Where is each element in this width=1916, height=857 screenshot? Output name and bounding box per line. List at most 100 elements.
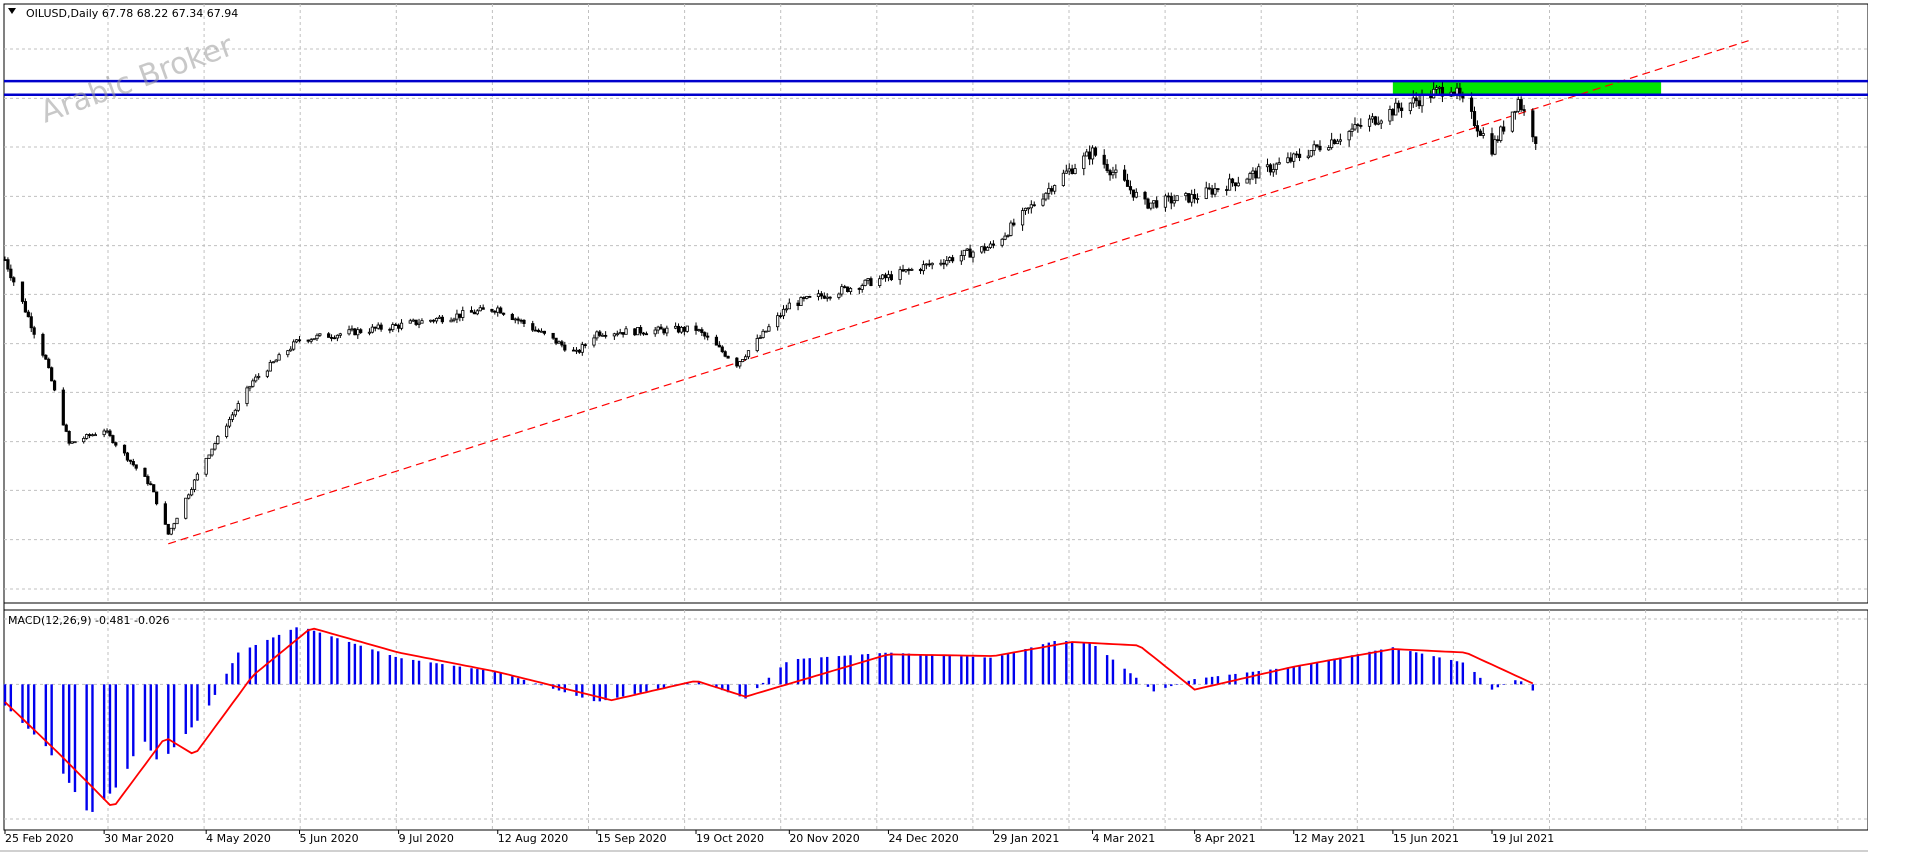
macd-bar bbox=[1269, 669, 1272, 685]
candle bbox=[195, 472, 200, 481]
macd-pane[interactable]: 3.70.00-7.627 bbox=[3, 609, 1911, 831]
macd-bar bbox=[1333, 658, 1336, 685]
macd-bar bbox=[796, 658, 800, 685]
candle bbox=[866, 278, 870, 285]
candle bbox=[735, 357, 739, 368]
macd-bar bbox=[85, 684, 88, 811]
candle bbox=[641, 331, 646, 336]
candle bbox=[1102, 149, 1106, 169]
candle bbox=[1335, 138, 1340, 145]
candle-body bbox=[1236, 182, 1240, 187]
candle-body bbox=[1233, 182, 1238, 187]
candle bbox=[863, 279, 867, 287]
candle-body bbox=[1131, 189, 1135, 198]
candle-body bbox=[195, 473, 200, 481]
candle bbox=[47, 357, 51, 369]
macd-bar bbox=[516, 678, 520, 685]
candle-body bbox=[869, 278, 873, 287]
candle bbox=[939, 259, 943, 267]
candle bbox=[624, 326, 628, 335]
candle bbox=[1111, 166, 1115, 179]
macd-bar bbox=[1135, 677, 1138, 685]
candle bbox=[1394, 98, 1398, 116]
candle-body bbox=[1295, 153, 1299, 156]
candle bbox=[50, 366, 54, 382]
macd-bar bbox=[295, 627, 298, 685]
candle bbox=[1493, 135, 1497, 156]
candle-body bbox=[1093, 147, 1098, 156]
dropdown-icon[interactable] bbox=[8, 8, 16, 14]
candle bbox=[551, 332, 555, 340]
candle-body bbox=[1193, 194, 1197, 200]
macd-bar bbox=[167, 684, 170, 754]
candle-body bbox=[694, 325, 698, 331]
candle-body bbox=[557, 341, 561, 344]
candle bbox=[1213, 182, 1217, 198]
candle bbox=[571, 347, 576, 352]
candle bbox=[458, 313, 462, 322]
candle-body bbox=[921, 264, 926, 272]
candle-body bbox=[1277, 162, 1281, 165]
candle-body bbox=[536, 329, 541, 333]
candle bbox=[1128, 180, 1133, 195]
candle bbox=[149, 481, 153, 486]
candle bbox=[475, 309, 479, 316]
macd-bar bbox=[1397, 648, 1400, 685]
macd-bar bbox=[534, 683, 537, 685]
candle-body bbox=[1029, 204, 1033, 209]
candle-body bbox=[469, 310, 474, 313]
candle-body bbox=[1490, 133, 1494, 155]
macd-bar bbox=[878, 653, 881, 685]
candle bbox=[216, 434, 220, 445]
candle bbox=[306, 339, 310, 344]
candle-body bbox=[70, 441, 74, 444]
macd-bar bbox=[1082, 642, 1086, 685]
candle-body bbox=[9, 268, 13, 279]
candle bbox=[595, 330, 599, 341]
time-tick-label: 15 Sep 2020 bbox=[597, 832, 667, 845]
candle bbox=[1437, 85, 1442, 94]
candle bbox=[942, 259, 946, 270]
candle-body bbox=[286, 350, 290, 356]
macd-bar bbox=[1502, 684, 1505, 685]
candle-body bbox=[985, 247, 990, 251]
candle-body bbox=[945, 260, 949, 265]
price-pane[interactable]: 80.8073.7066.7059.6052.5045.5038.4031.40… bbox=[3, 3, 1915, 610]
candle-body bbox=[1047, 188, 1051, 194]
candle-body bbox=[204, 457, 208, 475]
candle-body bbox=[787, 302, 791, 310]
macd-bar bbox=[1053, 640, 1056, 685]
candle-body bbox=[1397, 102, 1401, 109]
candle-body bbox=[1522, 109, 1526, 112]
candle bbox=[636, 327, 640, 336]
candle-body bbox=[327, 333, 331, 338]
candle-body bbox=[1134, 191, 1138, 198]
candle-body bbox=[1006, 235, 1010, 237]
candle bbox=[166, 523, 170, 535]
macd-bar bbox=[458, 666, 462, 685]
candle bbox=[1166, 192, 1170, 202]
macd-bar bbox=[919, 654, 922, 685]
candle bbox=[563, 341, 567, 352]
candle-body bbox=[1332, 139, 1337, 145]
candle-body bbox=[1315, 144, 1319, 147]
macd-bar bbox=[1315, 662, 1319, 685]
candle-body bbox=[598, 331, 602, 336]
candle-body bbox=[149, 483, 153, 486]
candle-body bbox=[452, 318, 456, 321]
candle bbox=[1245, 177, 1249, 184]
macd-bar bbox=[1356, 654, 1360, 685]
candle bbox=[726, 355, 730, 359]
candle bbox=[1397, 100, 1401, 113]
candle-body bbox=[965, 248, 969, 251]
macd-bar bbox=[1420, 653, 1424, 685]
candle bbox=[1175, 195, 1179, 202]
candle-body bbox=[23, 301, 28, 313]
candle-body bbox=[20, 281, 25, 302]
candle-body bbox=[720, 346, 724, 353]
candle-body bbox=[1248, 173, 1252, 180]
candle bbox=[128, 459, 132, 465]
candle-body bbox=[108, 430, 112, 436]
candle-body bbox=[143, 467, 147, 477]
candle bbox=[857, 287, 861, 295]
